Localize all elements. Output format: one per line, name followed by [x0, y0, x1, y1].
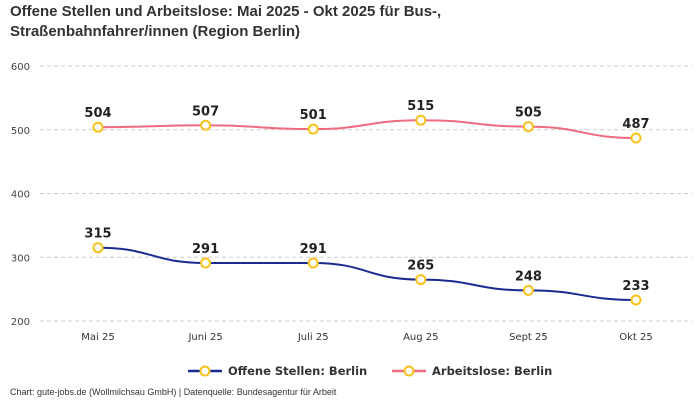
- x-tick-label: Okt 25: [619, 332, 653, 343]
- data-label: 505: [515, 106, 542, 121]
- data-point: [630, 132, 642, 144]
- data-point: [92, 121, 104, 133]
- y-tick-label: 300: [11, 253, 30, 264]
- series-line: [97, 119, 637, 140]
- data-label: 487: [622, 117, 649, 132]
- data-label: 265: [407, 259, 434, 274]
- data-label: 291: [192, 242, 219, 257]
- data-point: [522, 284, 534, 296]
- y-tick-label: 500: [11, 126, 30, 137]
- x-tick-label: Sept 25: [509, 332, 548, 343]
- data-label: 248: [515, 269, 542, 284]
- data-label: 501: [300, 108, 327, 123]
- legend-marker: [199, 365, 211, 377]
- legend-label: Offene Stellen: Berlin: [228, 364, 367, 378]
- x-tick-label: Juni 25: [187, 332, 222, 343]
- data-point: [415, 114, 427, 126]
- data-label: 507: [192, 104, 219, 119]
- data-point: [200, 119, 212, 131]
- x-tick-label: Mai 25: [81, 332, 114, 343]
- y-tick-label: 400: [11, 190, 30, 201]
- x-tick-label: Juli 25: [297, 332, 329, 343]
- data-point: [415, 274, 427, 286]
- series-line: [97, 246, 637, 301]
- footer-source: Chart: gute-jobs.de (Wollmilchsau GmbH) …: [10, 387, 337, 397]
- data-label: 233: [622, 279, 649, 294]
- data-point: [522, 121, 534, 133]
- data-label: 291: [300, 242, 327, 257]
- data-point: [307, 123, 319, 135]
- data-label: 515: [407, 99, 434, 114]
- legend-label: Arbeitslose: Berlin: [432, 364, 552, 378]
- data-point: [92, 242, 104, 254]
- data-point: [630, 294, 642, 306]
- chart-title: Offene Stellen und Arbeitslose: Mai 2025…: [10, 3, 442, 40]
- legend-marker: [403, 365, 415, 377]
- data-point: [307, 257, 319, 269]
- y-tick-label: 600: [11, 62, 30, 73]
- data-label: 504: [84, 106, 111, 121]
- data-point: [200, 257, 212, 269]
- x-tick-label: Aug 25: [403, 332, 438, 343]
- data-label: 315: [84, 227, 111, 242]
- y-tick-label: 200: [11, 317, 30, 328]
